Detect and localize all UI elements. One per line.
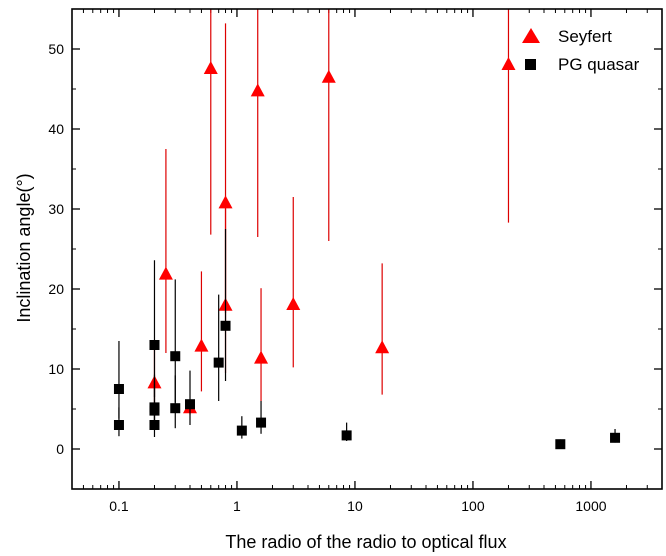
data-point-pg-quasar: [149, 420, 160, 430]
y-tick-label: 40: [48, 121, 64, 137]
y-tick-label: 0: [56, 441, 64, 457]
data-point-seyfert: [321, 69, 336, 83]
x-tick-label: 10: [347, 498, 363, 514]
data-point-seyfert: [501, 57, 516, 70]
data-point-pg-quasar: [555, 439, 566, 450]
data-marks: [113, 9, 621, 450]
data-point-pg-quasar: [149, 340, 160, 350]
data-point-pg-quasar: [256, 417, 267, 428]
data-point-pg-quasar: [170, 403, 181, 414]
data-point-pg-quasar: [185, 399, 195, 410]
legend-marker-pg-quasar: [525, 59, 536, 70]
data-point-seyfert: [203, 61, 218, 74]
data-point-seyfert: [254, 350, 269, 364]
data-point-seyfert: [218, 195, 233, 209]
y-tick-label: 30: [48, 201, 64, 217]
data-point-pg-quasar: [341, 430, 352, 441]
x-axis-label: The radio of the radio to optical flux: [225, 532, 506, 552]
data-point-pg-quasar: [610, 432, 621, 443]
data-point-seyfert: [194, 338, 209, 352]
data-point-pg-quasar: [236, 425, 247, 436]
data-point-seyfert: [158, 266, 173, 280]
x-tick-label: 0.1: [109, 498, 129, 514]
x-tick-label: 1: [233, 498, 241, 514]
legend: Seyfert PG quasar: [522, 27, 640, 74]
series-pg-quasar: [113, 229, 621, 450]
data-point-pg-quasar: [213, 357, 224, 368]
legend-label-seyfert: Seyfert: [558, 27, 612, 46]
data-point-pg-quasar: [113, 384, 124, 394]
y-tick-label: 50: [48, 41, 64, 57]
y-axis-label: Inclination angle(°): [14, 173, 34, 322]
y-tick-label: 20: [48, 281, 64, 297]
y-tick-label: 10: [48, 361, 64, 377]
plot-frame: [71, 8, 663, 490]
data-point-pg-quasar: [149, 405, 160, 416]
data-point-pg-quasar: [170, 351, 181, 362]
data-point-pg-quasar: [220, 320, 231, 331]
data-point-pg-quasar: [113, 420, 124, 430]
x-tick-label: 1000: [575, 498, 606, 514]
series-seyfert: [147, 9, 516, 415]
data-point-seyfert: [250, 83, 265, 97]
data-point-seyfert: [375, 340, 390, 354]
data-point-seyfert: [286, 297, 301, 310]
x-tick-label: 100: [461, 498, 485, 514]
axis-ticks: 0.1 1 10 100 1000 0 10 20 30 40 50: [48, 8, 663, 514]
legend-marker-seyfert: [522, 28, 540, 43]
legend-label-pg-quasar: PG quasar: [558, 55, 640, 74]
